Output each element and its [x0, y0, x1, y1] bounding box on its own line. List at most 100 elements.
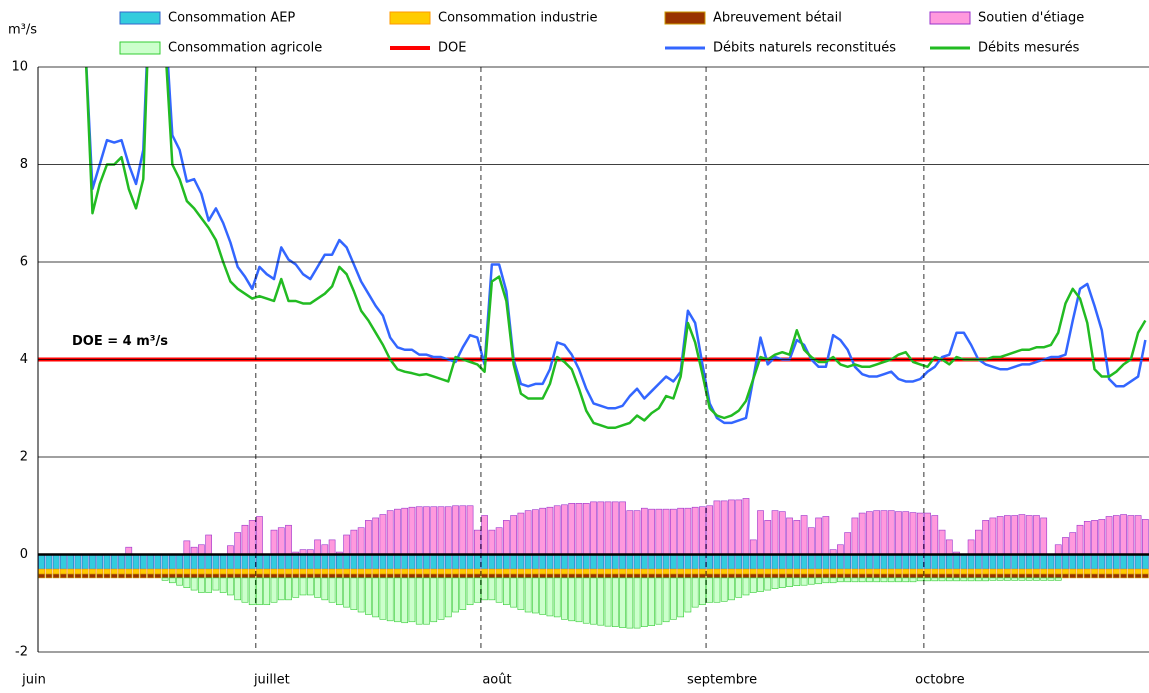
- bar: [590, 568, 597, 575]
- bar: [1076, 524, 1084, 555]
- bar: [532, 568, 539, 575]
- bar: [60, 568, 67, 575]
- bar: [677, 573, 684, 579]
- bar: [706, 554, 714, 570]
- bar: [168, 568, 176, 575]
- bar: [1011, 554, 1019, 570]
- bar: [626, 568, 634, 575]
- bar: [546, 577, 554, 617]
- bar: [728, 573, 735, 579]
- bar: [684, 507, 692, 555]
- bar: [401, 507, 409, 555]
- bar: [1047, 568, 1055, 575]
- x-tick-label: septembre: [687, 673, 757, 688]
- bar: [778, 568, 786, 575]
- bar: [488, 577, 496, 601]
- bar: [248, 520, 256, 555]
- bar: [227, 568, 234, 575]
- bar: [895, 577, 902, 583]
- bar: [60, 554, 67, 570]
- bar: [1120, 554, 1127, 570]
- bar: [866, 511, 873, 555]
- bar: [582, 554, 590, 570]
- bar: [604, 573, 612, 579]
- bar: [241, 524, 249, 555]
- bar: [916, 568, 924, 575]
- bar: [357, 568, 365, 575]
- bar: [713, 500, 721, 555]
- x-tick-label: août: [482, 673, 511, 688]
- bar: [909, 568, 917, 575]
- bar: [444, 554, 452, 570]
- bar: [1054, 544, 1062, 555]
- bar: [822, 577, 830, 584]
- bar: [1033, 568, 1040, 575]
- bar: [568, 554, 576, 570]
- bar: [67, 568, 75, 575]
- bar: [866, 577, 873, 583]
- legend-label: Consommation agricole: [168, 41, 322, 56]
- bar: [466, 568, 474, 575]
- bar: [757, 573, 764, 579]
- bar: [328, 539, 336, 555]
- bar: [198, 568, 205, 575]
- bar: [713, 554, 721, 570]
- bar: [771, 554, 779, 570]
- bar: [299, 573, 307, 579]
- bar: [430, 577, 438, 623]
- bar: [176, 577, 183, 586]
- bar: [582, 568, 590, 575]
- bar: [285, 577, 292, 601]
- bar: [139, 554, 147, 570]
- bar: [285, 573, 292, 579]
- bar: [488, 573, 496, 579]
- bar: [495, 568, 503, 575]
- bar: [198, 577, 205, 593]
- bar: [263, 568, 271, 575]
- bar: [982, 577, 989, 582]
- bar: [408, 573, 416, 579]
- bar: [401, 573, 409, 579]
- bar: [1120, 514, 1127, 555]
- bar: [343, 568, 350, 575]
- bar: [1004, 573, 1011, 579]
- bar: [844, 568, 852, 575]
- bar: [1098, 519, 1106, 555]
- bar: [800, 577, 808, 586]
- bar: [771, 510, 779, 555]
- bar: [176, 573, 183, 579]
- bar: [604, 501, 612, 555]
- bar: [793, 520, 801, 555]
- bar: [1127, 568, 1135, 575]
- bar: [241, 573, 249, 579]
- bar: [328, 577, 336, 603]
- bar: [539, 507, 547, 555]
- bar: [640, 568, 648, 575]
- bar: [749, 554, 757, 570]
- bar: [1091, 573, 1098, 579]
- bar: [168, 577, 176, 584]
- bar: [495, 527, 503, 555]
- bar: [691, 577, 699, 608]
- bar: [691, 568, 699, 575]
- bar: [909, 554, 917, 570]
- bar: [662, 573, 670, 579]
- bar: [241, 554, 249, 570]
- bar: [74, 554, 82, 570]
- bar: [285, 554, 292, 570]
- bar: [887, 554, 895, 570]
- bar: [103, 573, 111, 579]
- bar: [742, 554, 750, 570]
- bar: [423, 554, 430, 570]
- y-tick-label: 10: [11, 60, 28, 75]
- bar: [699, 568, 706, 575]
- bar: [38, 573, 45, 579]
- bar: [219, 568, 227, 575]
- bar: [1142, 573, 1149, 579]
- bar: [154, 554, 162, 570]
- bar: [1018, 554, 1026, 570]
- bar: [227, 577, 234, 596]
- bar: [415, 554, 423, 570]
- bar: [568, 503, 576, 555]
- bar: [321, 554, 329, 570]
